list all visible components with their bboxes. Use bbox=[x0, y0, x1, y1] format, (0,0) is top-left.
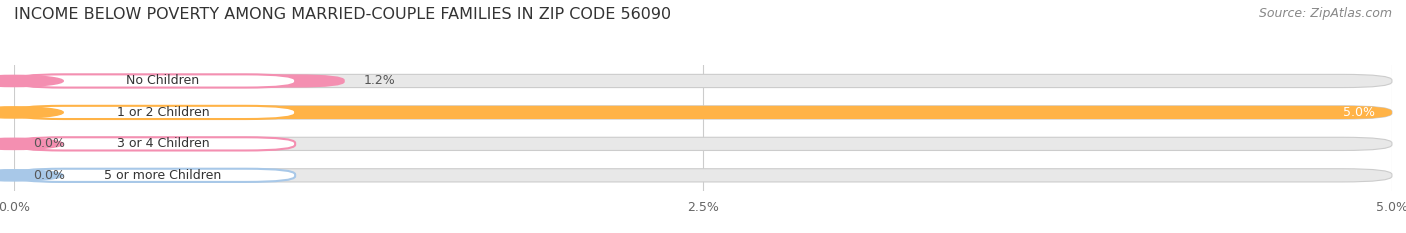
Text: 5.0%: 5.0% bbox=[1343, 106, 1375, 119]
Text: 0.0%: 0.0% bbox=[34, 169, 65, 182]
FancyBboxPatch shape bbox=[14, 106, 1392, 119]
FancyBboxPatch shape bbox=[14, 74, 295, 88]
Text: 0.0%: 0.0% bbox=[34, 137, 65, 150]
Circle shape bbox=[0, 75, 63, 87]
FancyBboxPatch shape bbox=[14, 169, 1392, 182]
FancyBboxPatch shape bbox=[14, 106, 1392, 119]
Text: INCOME BELOW POVERTY AMONG MARRIED-COUPLE FAMILIES IN ZIP CODE 56090: INCOME BELOW POVERTY AMONG MARRIED-COUPL… bbox=[14, 7, 671, 22]
FancyBboxPatch shape bbox=[14, 137, 1392, 151]
Text: 1.2%: 1.2% bbox=[364, 75, 396, 87]
Circle shape bbox=[0, 107, 63, 118]
Text: No Children: No Children bbox=[127, 75, 200, 87]
Text: 5 or more Children: 5 or more Children bbox=[104, 169, 222, 182]
Text: Source: ZipAtlas.com: Source: ZipAtlas.com bbox=[1258, 7, 1392, 20]
FancyBboxPatch shape bbox=[14, 137, 295, 151]
Text: 1 or 2 Children: 1 or 2 Children bbox=[117, 106, 209, 119]
Text: 3 or 4 Children: 3 or 4 Children bbox=[117, 137, 209, 150]
FancyBboxPatch shape bbox=[14, 106, 295, 119]
FancyBboxPatch shape bbox=[14, 169, 295, 182]
Circle shape bbox=[0, 138, 63, 150]
Circle shape bbox=[0, 170, 63, 181]
FancyBboxPatch shape bbox=[14, 74, 344, 88]
FancyBboxPatch shape bbox=[14, 74, 1392, 88]
